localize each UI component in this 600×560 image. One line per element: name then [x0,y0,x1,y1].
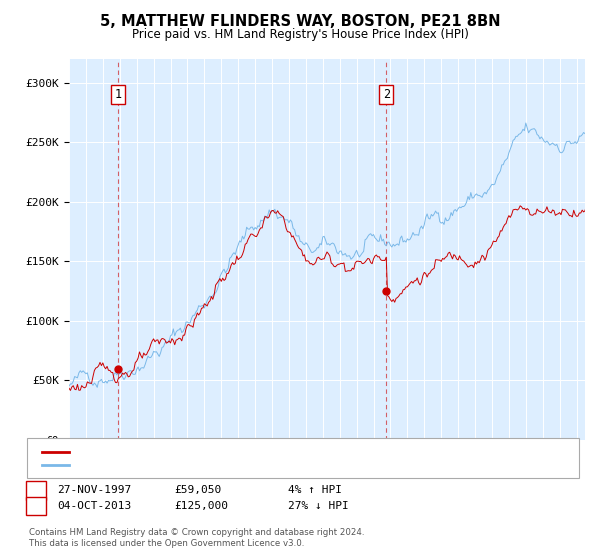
Text: 4% ↑ HPI: 4% ↑ HPI [288,485,342,495]
Text: Contains HM Land Registry data © Crown copyright and database right 2024.
This d: Contains HM Land Registry data © Crown c… [29,528,364,548]
Text: 2: 2 [383,88,390,101]
Text: 1: 1 [32,485,40,495]
Text: 27% ↓ HPI: 27% ↓ HPI [288,501,349,511]
Text: 27-NOV-1997: 27-NOV-1997 [57,485,131,495]
Text: 1: 1 [115,88,122,101]
Text: £59,050: £59,050 [174,485,221,495]
Text: Price paid vs. HM Land Registry's House Price Index (HPI): Price paid vs. HM Land Registry's House … [131,28,469,41]
Text: £125,000: £125,000 [174,501,228,511]
Text: 2: 2 [32,501,40,511]
Text: HPI: Average price, detached house, Boston: HPI: Average price, detached house, Bost… [72,460,329,470]
Text: 5, MATTHEW FLINDERS WAY, BOSTON, PE21 8BN: 5, MATTHEW FLINDERS WAY, BOSTON, PE21 8B… [100,14,500,29]
Text: 04-OCT-2013: 04-OCT-2013 [57,501,131,511]
Text: 5, MATTHEW FLINDERS WAY, BOSTON, PE21 8BN (detached house): 5, MATTHEW FLINDERS WAY, BOSTON, PE21 8B… [72,447,427,457]
